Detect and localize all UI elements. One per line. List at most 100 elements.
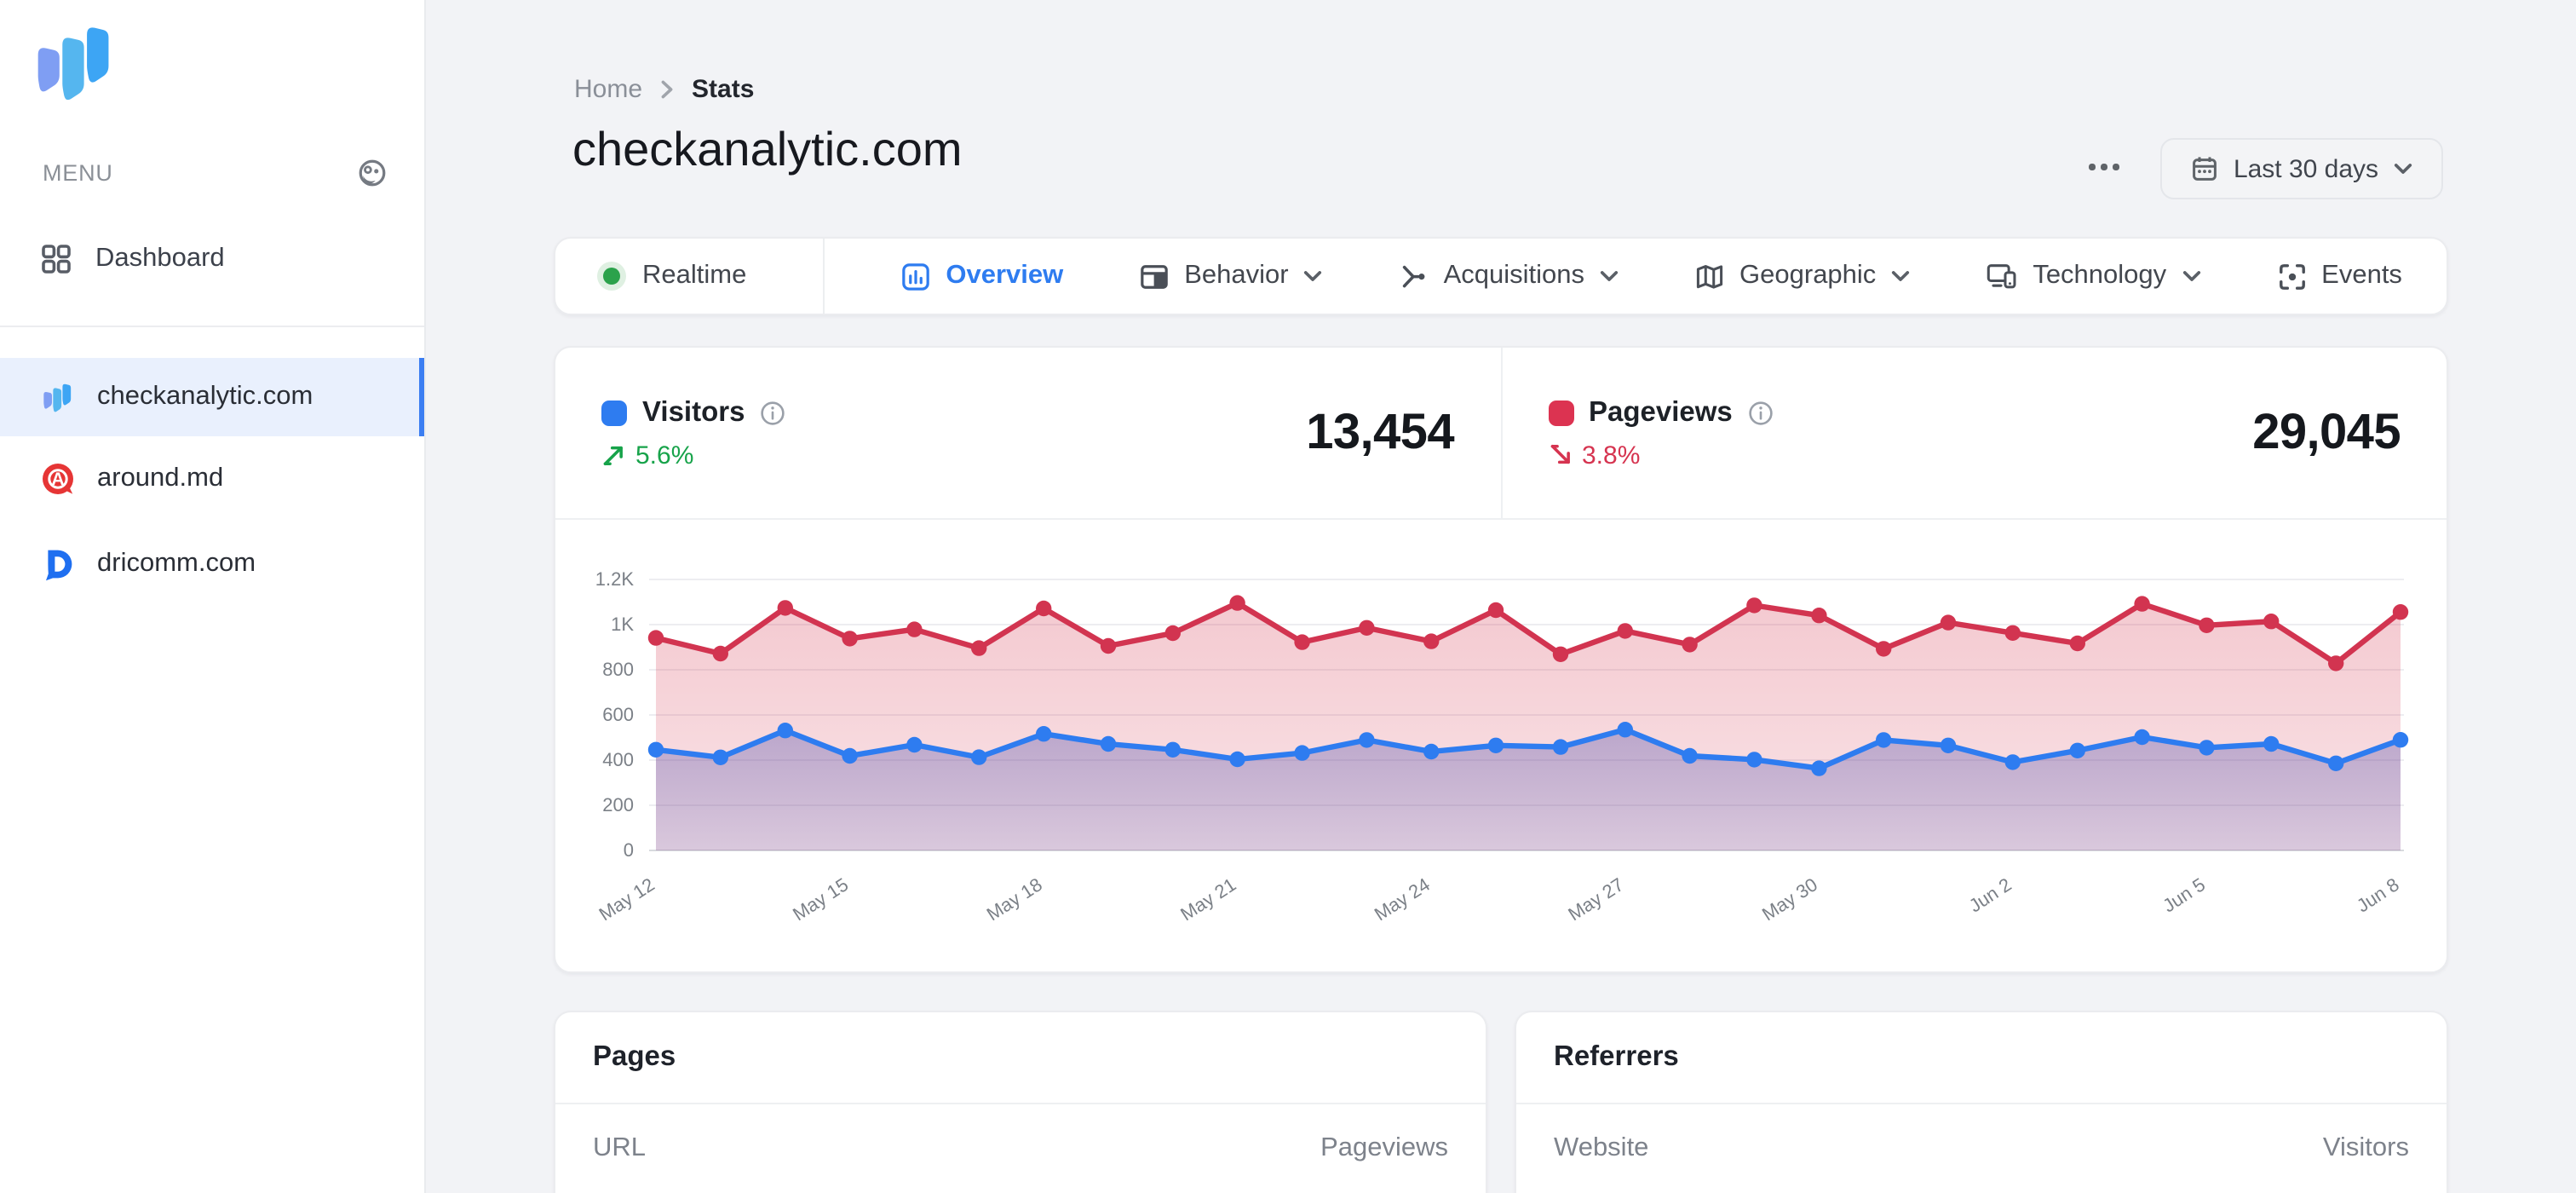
dashboard-grid-icon: [42, 245, 71, 274]
traffic-chart[interactable]: 0 200 400 600 800 1K 1.2K May 12 May 15 May 18 May…: [555, 520, 2447, 971]
sidebar: MENU Dashboard: [0, 0, 426, 1193]
checkanalytic-site-icon: [41, 380, 75, 414]
breadcrumb: Home Stats: [574, 75, 754, 104]
svg-text:Jun 2: Jun 2: [1965, 873, 2015, 916]
date-range-button[interactable]: Last 30 days: [2160, 138, 2443, 199]
svg-text:May 12: May 12: [595, 873, 658, 925]
svg-text:May 18: May 18: [983, 873, 1046, 925]
pageviews-value: 29,045: [2252, 405, 2401, 459]
tab-overview[interactable]: Overview: [901, 261, 1063, 291]
svg-text:400: 400: [602, 749, 634, 770]
bar-chart-icon: [902, 262, 930, 290]
chevron-right-icon: [661, 80, 673, 99]
visitors-value: 13,454: [1306, 405, 1454, 459]
tab-label: Acquisitions: [1443, 261, 1585, 290]
info-icon[interactable]: [760, 400, 785, 425]
around-site-icon: A: [41, 462, 75, 496]
tab-events[interactable]: Events: [2277, 261, 2402, 291]
tab-label: Behavior: [1184, 261, 1289, 290]
chevron-down-icon: [1600, 271, 1619, 281]
page-title: checkanalytic.com: [572, 123, 963, 176]
svg-text:May 21: May 21: [1176, 873, 1239, 925]
stat-pageviews: Pageviews 3.8% 29,045: [1500, 348, 2447, 518]
scan-target-icon: [2279, 263, 2305, 289]
sidebar-divider: [0, 326, 424, 327]
info-icon[interactable]: [1748, 400, 1774, 425]
sidebar-item-label: Dashboard: [95, 244, 225, 273]
visitors-label: Visitors: [642, 396, 745, 427]
visitors-color-swatch: [601, 400, 627, 425]
date-range-label: Last 30 days: [2233, 154, 2379, 183]
sidebar-site-label: checkanalytic.com: [97, 382, 313, 411]
sidebar-site-dricomm[interactable]: dricomm.com: [0, 525, 424, 603]
breadcrumb-home-link[interactable]: Home: [574, 75, 643, 104]
branch-flow-icon: [1403, 264, 1426, 287]
pages-col-url: URL: [593, 1133, 647, 1162]
tab-label: Geographic: [1739, 261, 1877, 290]
realtime-status-dot: [603, 268, 620, 285]
svg-text:200: 200: [602, 794, 634, 816]
svg-text:May 24: May 24: [1371, 873, 1434, 925]
svg-text:Jun 8: Jun 8: [2353, 873, 2403, 916]
svg-text:1.2K: 1.2K: [595, 568, 635, 590]
pageviews-delta: 3.8%: [1548, 441, 1774, 470]
breadcrumb-current: Stats: [692, 75, 755, 104]
tab-label: Events: [2321, 261, 2402, 290]
layout-window-icon: [1141, 264, 1168, 288]
card-divider: [555, 518, 2447, 520]
referrers-col-visitors: Visitors: [2322, 1133, 2409, 1162]
svg-text:May 27: May 27: [1564, 873, 1627, 925]
tab-behavior[interactable]: Behavior: [1140, 261, 1322, 291]
stat-visitors: Visitors 5.6% 13,454: [555, 348, 1500, 518]
visitors-delta: 5.6%: [601, 441, 785, 470]
tab-technology[interactable]: Technology: [1987, 261, 2200, 291]
referrers-card: Referrers Website Visitors: [1515, 1011, 2448, 1193]
svg-text:May 15: May 15: [789, 873, 852, 925]
svg-text:May 30: May 30: [1758, 873, 1821, 925]
pageviews-color-swatch: [1548, 400, 1573, 425]
chevron-down-icon: [1304, 271, 1322, 281]
visitors-delta-value: 5.6%: [635, 441, 694, 470]
section-tabs: Realtime Overview Behavior: [554, 237, 2448, 315]
referrers-col-website: Website: [1554, 1133, 1649, 1162]
sidebar-site-checkanalytic[interactable]: checkanalytic.com: [0, 358, 424, 436]
menu-header: MENU: [43, 157, 387, 187]
pages-col-pageviews: Pageviews: [1320, 1133, 1448, 1162]
svg-text:A: A: [51, 470, 64, 489]
svg-text:600: 600: [602, 704, 634, 725]
tab-realtime[interactable]: Realtime: [600, 261, 746, 291]
sidebar-item-dashboard[interactable]: Dashboard: [0, 222, 424, 297]
sidebar-site-label: dricomm.com: [97, 549, 256, 578]
tab-acquisitions[interactable]: Acquisitions: [1400, 261, 1619, 291]
app-logo-icon: [37, 27, 109, 101]
svg-text:0: 0: [624, 839, 634, 861]
main-content: Home Stats checkanalytic.com Last 30 day…: [426, 0, 2576, 1193]
tab-geographic[interactable]: Geographic: [1695, 261, 1910, 291]
dricomm-site-icon: [41, 547, 75, 581]
pages-card: Pages URL Pageviews: [554, 1011, 1487, 1193]
map-icon: [1696, 264, 1723, 288]
more-options-button[interactable]: [2080, 153, 2128, 181]
tab-separator: [823, 239, 825, 314]
calendar-icon: [2193, 157, 2217, 181]
tab-label: Realtime: [642, 261, 747, 290]
chevron-down-icon: [1892, 271, 1910, 281]
devices-icon: [1987, 264, 2016, 289]
sidebar-site-around[interactable]: A around.md: [0, 440, 424, 518]
pages-card-title: Pages: [555, 1012, 1486, 1104]
traffic-chart-svg: 0 200 400 600 800 1K 1.2K May 12 May 15 May 18 May…: [595, 568, 2409, 925]
menu-label: MENU: [43, 159, 113, 185]
persona-icon[interactable]: [358, 158, 387, 187]
chevron-down-icon: [2394, 164, 2412, 174]
chevron-down-icon: [2182, 271, 2200, 281]
tab-label: Technology: [2033, 261, 2167, 290]
trend-up-icon: [603, 446, 623, 466]
pageviews-label: Pageviews: [1589, 396, 1733, 427]
svg-text:800: 800: [602, 659, 634, 680]
stats-row: Visitors 5.6% 13,454: [555, 348, 2447, 518]
svg-text:1K: 1K: [611, 614, 634, 635]
trend-down-icon: [1550, 444, 1569, 464]
tab-label: Overview: [946, 261, 1064, 290]
overview-card: Visitors 5.6% 13,454: [554, 346, 2448, 973]
